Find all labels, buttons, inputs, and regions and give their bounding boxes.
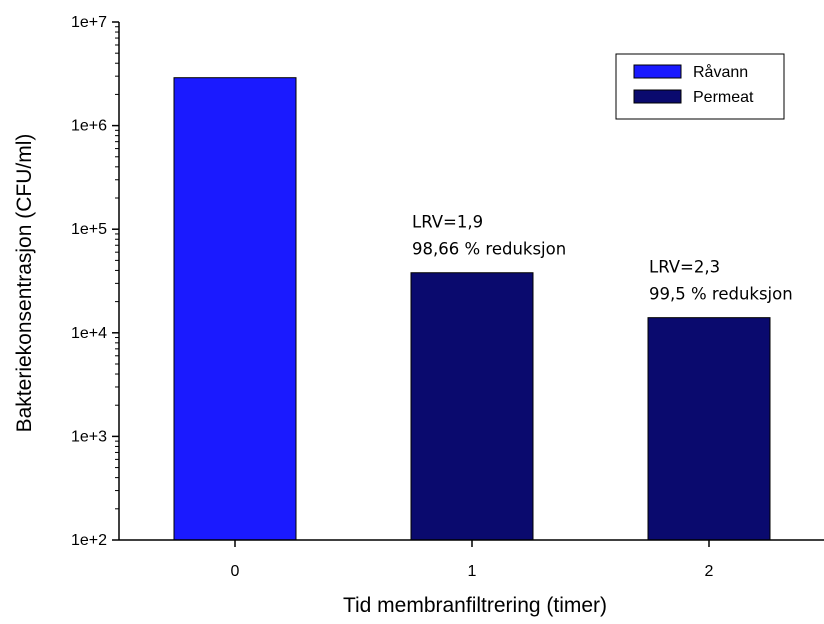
y-tick-label: 1e+2 bbox=[71, 532, 107, 549]
annotation-label: LRV=1,9 bbox=[412, 213, 483, 232]
annotation-label: 98,66 % reduksjon bbox=[412, 240, 566, 259]
y-tick-label: 1e+4 bbox=[71, 325, 107, 342]
legend: Råvann Permeat bbox=[615, 53, 785, 120]
bar-rvann-0 bbox=[173, 77, 297, 541]
legend-label-permeat: Permeat bbox=[693, 89, 754, 106]
y-axis-title: Bakteriekonsentrasjon (CFU/ml) bbox=[13, 134, 36, 433]
y-tick-label: 1e+3 bbox=[71, 428, 107, 445]
y-tick-label: 1e+7 bbox=[71, 14, 107, 31]
axes-group: 1e+2 1e+3 1e+4 1e+5 1e+6 1e+7 0 1 2 bbox=[71, 14, 824, 580]
annotation-label: 99,5 % reduksjon bbox=[649, 285, 793, 304]
legend-label-ravann: Råvann bbox=[693, 63, 748, 81]
x-tick-label: 0 bbox=[231, 563, 240, 580]
annotation-label: LRV=2,3 bbox=[649, 258, 720, 277]
bars-group bbox=[173, 77, 771, 541]
legend-swatch-permeat bbox=[633, 89, 682, 104]
bar-permeat-2 bbox=[647, 317, 771, 541]
legend-swatch-ravann bbox=[633, 64, 682, 79]
y-tick-label: 1e+6 bbox=[71, 118, 107, 135]
x-tick-label: 1 bbox=[468, 563, 477, 580]
annotations-group: LRV=1,9 98,66 % reduksjon LRV=2,3 99,5 % re… bbox=[412, 213, 793, 304]
y-tick-label: 1e+5 bbox=[71, 221, 107, 238]
x-tick-label: 2 bbox=[705, 563, 714, 580]
bar-permeat-1 bbox=[410, 272, 534, 541]
x-axis-title: Tid membranfiltrering (timer) bbox=[343, 594, 607, 617]
